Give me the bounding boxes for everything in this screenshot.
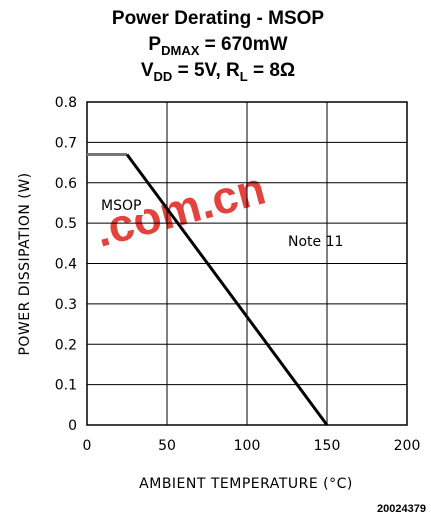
x-tick-label: 100 [234,438,261,454]
y-tick-label: 0.1 [55,378,77,394]
chart-title-line-1: Power Derating - MSOP [112,8,325,29]
y-tick-label: 0 [68,418,77,434]
y-tick-label: 0.3 [55,297,77,313]
y-tick-label: 0.2 [55,337,77,353]
x-tick-label: 50 [158,438,176,454]
figure-id: 20024379 [377,503,426,515]
grid [86,101,408,426]
y-tick-label: 0.4 [55,257,77,273]
chart-title-line-2: PDMAX = 670mW [148,34,287,58]
y-tick-label: 0.6 [55,176,77,192]
x-tick-label: 150 [314,438,341,454]
y-tick-labels: 0 0.1 0.2 0.3 0.4 0.5 0.6 0.7 0.8 [55,95,77,434]
x-tick-labels: 0 50 100 150 200 [83,438,421,454]
y-axis-label: POWER DISSIPATION (W) [17,172,33,355]
x-tick-label: 0 [83,438,92,454]
series-line-derating-segment [125,153,329,426]
annotation-note: Note 11 [288,234,343,250]
y-tick-label: 0.7 [55,135,77,151]
y-tick-label: 0.5 [55,216,77,232]
annotation-msop: MSOP [101,198,141,214]
y-tick-label: 0.8 [55,95,77,111]
chart-title-line-3: VDD = 5V, RL = 8Ω [141,60,295,84]
plot-frame [86,101,408,426]
x-axis-label: AMBIENT TEMPERATURE (°C) [139,476,353,492]
msop-label-box [98,193,144,215]
x-tick-label: 200 [394,438,421,454]
